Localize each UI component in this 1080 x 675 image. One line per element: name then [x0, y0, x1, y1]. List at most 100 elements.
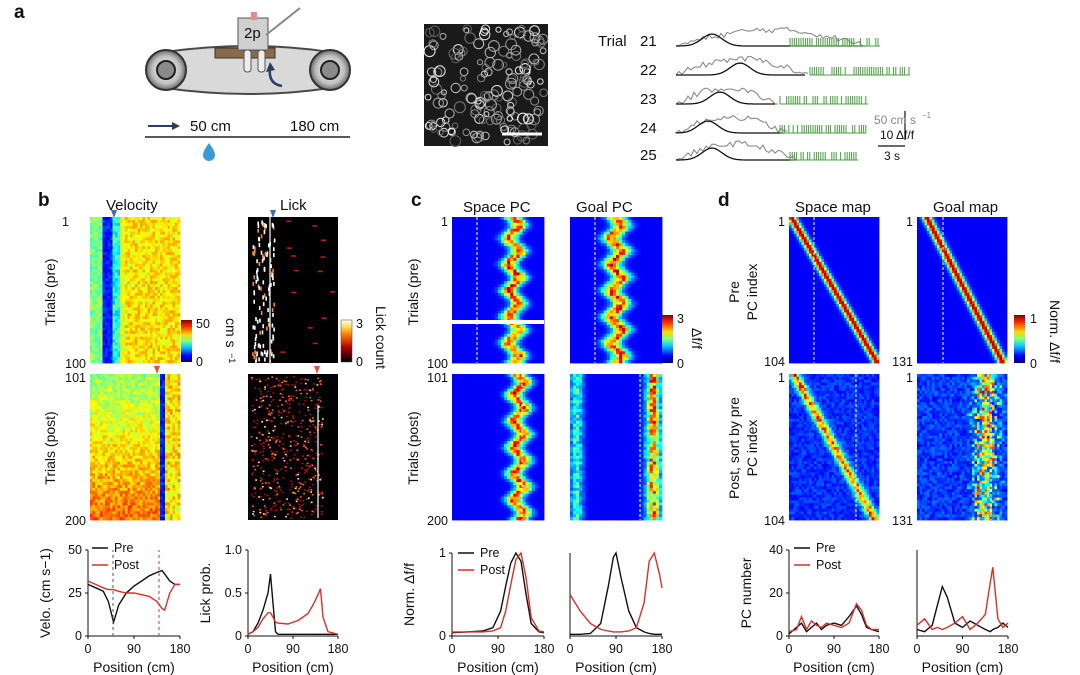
- velocity-post-cell: [145, 464, 148, 468]
- velocity-post-cell: [112, 385, 116, 389]
- velocity-pre-cell: [122, 254, 126, 259]
- space-pc-pre-cell: [491, 231, 496, 235]
- lick-post-mark: [295, 441, 297, 443]
- velocity-pre-cell: [115, 325, 118, 329]
- velocity-post-cell: [142, 394, 146, 398]
- space-pc-pre-cell: [540, 237, 545, 241]
- velocity-pre-cell: [145, 266, 148, 270]
- lick-post-mark: [316, 452, 318, 454]
- velocity-post-cell: [110, 394, 113, 398]
- velocity-pre-cell: [122, 357, 126, 361]
- velocity-pre-cell: [112, 351, 116, 355]
- velocity-post-cell: [170, 382, 173, 387]
- velocity-post-cell: [150, 502, 153, 506]
- velocity-pre-cell: [170, 327, 173, 332]
- velocity-post-cell: [117, 487, 121, 492]
- velocity-pre-cell: [157, 222, 161, 227]
- space-pc-pre-cell: [473, 222, 477, 227]
- velocity-post-cell: [102, 455, 106, 460]
- velocity-post-cell: [172, 391, 176, 395]
- velocity-pre-cell: [135, 222, 138, 227]
- velocity-pre-cell: [90, 360, 93, 364]
- velocity-post-cell: [107, 452, 111, 457]
- velocity-post-cell: [107, 490, 111, 495]
- velocity-pre-cell: [147, 322, 151, 326]
- lick-pre-mark: [260, 234, 263, 239]
- velocity-post-cell: [175, 499, 178, 503]
- velocity-pre-cell: [145, 278, 148, 282]
- velocity-pre-cell: [125, 325, 128, 329]
- velocity-post-cell: [107, 376, 111, 381]
- velocity-post-cell: [150, 455, 153, 460]
- velocity-post-cell: [107, 388, 111, 392]
- velocity-post-cell: [157, 484, 161, 489]
- fov-cell: [484, 46, 496, 59]
- velocity-pre-cell: [150, 342, 153, 346]
- velocity-pre-cell: [145, 357, 148, 361]
- velocity-pre-cell: [127, 325, 131, 329]
- velocity-post-cell: [150, 388, 153, 392]
- velocity-pre-cell: [167, 290, 171, 294]
- space-pc-pre-cell: [473, 231, 477, 235]
- velocity-pre-cell: [142, 252, 146, 256]
- velocity-post-cell: [115, 511, 118, 515]
- lick-pre-mark: [270, 282, 272, 287]
- velocity-pre-cell: [125, 290, 128, 294]
- lick-post-mark: [289, 406, 291, 409]
- velocity-post-cell: [152, 388, 156, 392]
- velocity-pre-cell: [97, 327, 101, 332]
- lick-post-mark: [270, 510, 273, 512]
- velocity-pre-cell: [127, 313, 131, 317]
- velocity-pre-cell: [142, 249, 146, 253]
- velocity-post-cell: [110, 496, 113, 500]
- velocity-post-cell: [160, 441, 163, 445]
- velocity-post-cell: [110, 435, 113, 439]
- velocity-pre-cell: [177, 339, 181, 343]
- velocity-post-cell: [122, 455, 126, 460]
- velocity-pre-cell: [102, 231, 106, 235]
- velocity-post-cell: [160, 394, 163, 398]
- velocity-pre-cell: [147, 266, 151, 270]
- lick-pre-mark: [253, 290, 255, 295]
- velocity-post-cell: [97, 411, 101, 416]
- fov-cell: [429, 122, 437, 130]
- velocity-post-cell: [160, 388, 163, 392]
- space-pc-pre-cell: [528, 231, 533, 235]
- velocity-post-cell: [175, 461, 178, 465]
- velocity-post-cell: [117, 438, 121, 442]
- fov-cell: [530, 96, 540, 106]
- velocity-post-cell: [170, 479, 173, 483]
- velocity-pre-cell: [142, 287, 146, 291]
- velocity-pre-cell: [135, 252, 138, 256]
- lick-post-mark: [260, 390, 262, 393]
- velocity-post-cell: [122, 467, 126, 471]
- velocity-pre-cell: [135, 336, 138, 341]
- velocity-pre-cell: [145, 295, 148, 300]
- lick-post-mark: [276, 478, 279, 481]
- space-pc-pre-cell: [479, 243, 484, 247]
- fov-cell: [479, 27, 489, 37]
- velocity-pre-cell: [125, 342, 128, 346]
- velocity-pre-cell: [125, 222, 128, 227]
- velocity-post-cell: [127, 508, 131, 512]
- space-pc-pre-cell: [516, 219, 520, 224]
- space-pc-pre-cell: [528, 237, 533, 241]
- velocity-pre-cell: [150, 278, 153, 282]
- space-pc-pre-cell: [470, 217, 474, 221]
- velocity-post-cell: [125, 444, 128, 448]
- velocity-post-cell: [155, 409, 158, 413]
- velocity-post-cell: [177, 458, 181, 462]
- velocity-pre-cell: [175, 217, 178, 221]
- dff-trace: [676, 147, 796, 161]
- velocity-post-cell: [102, 461, 106, 465]
- velocity-pre-cell: [130, 313, 133, 317]
- velocity-pre-cell: [110, 327, 113, 332]
- velocity-pre-cell: [165, 272, 168, 276]
- velocity-pre-cell: [117, 330, 121, 335]
- velocity-pre-cell: [117, 339, 121, 343]
- lick-post-mark: [300, 382, 302, 385]
- velocity-pre-cell: [107, 357, 111, 361]
- space-pc-pre-cell: [522, 237, 526, 241]
- space-pc-pre-cell: [507, 243, 511, 247]
- lick-post-mark: [302, 403, 305, 406]
